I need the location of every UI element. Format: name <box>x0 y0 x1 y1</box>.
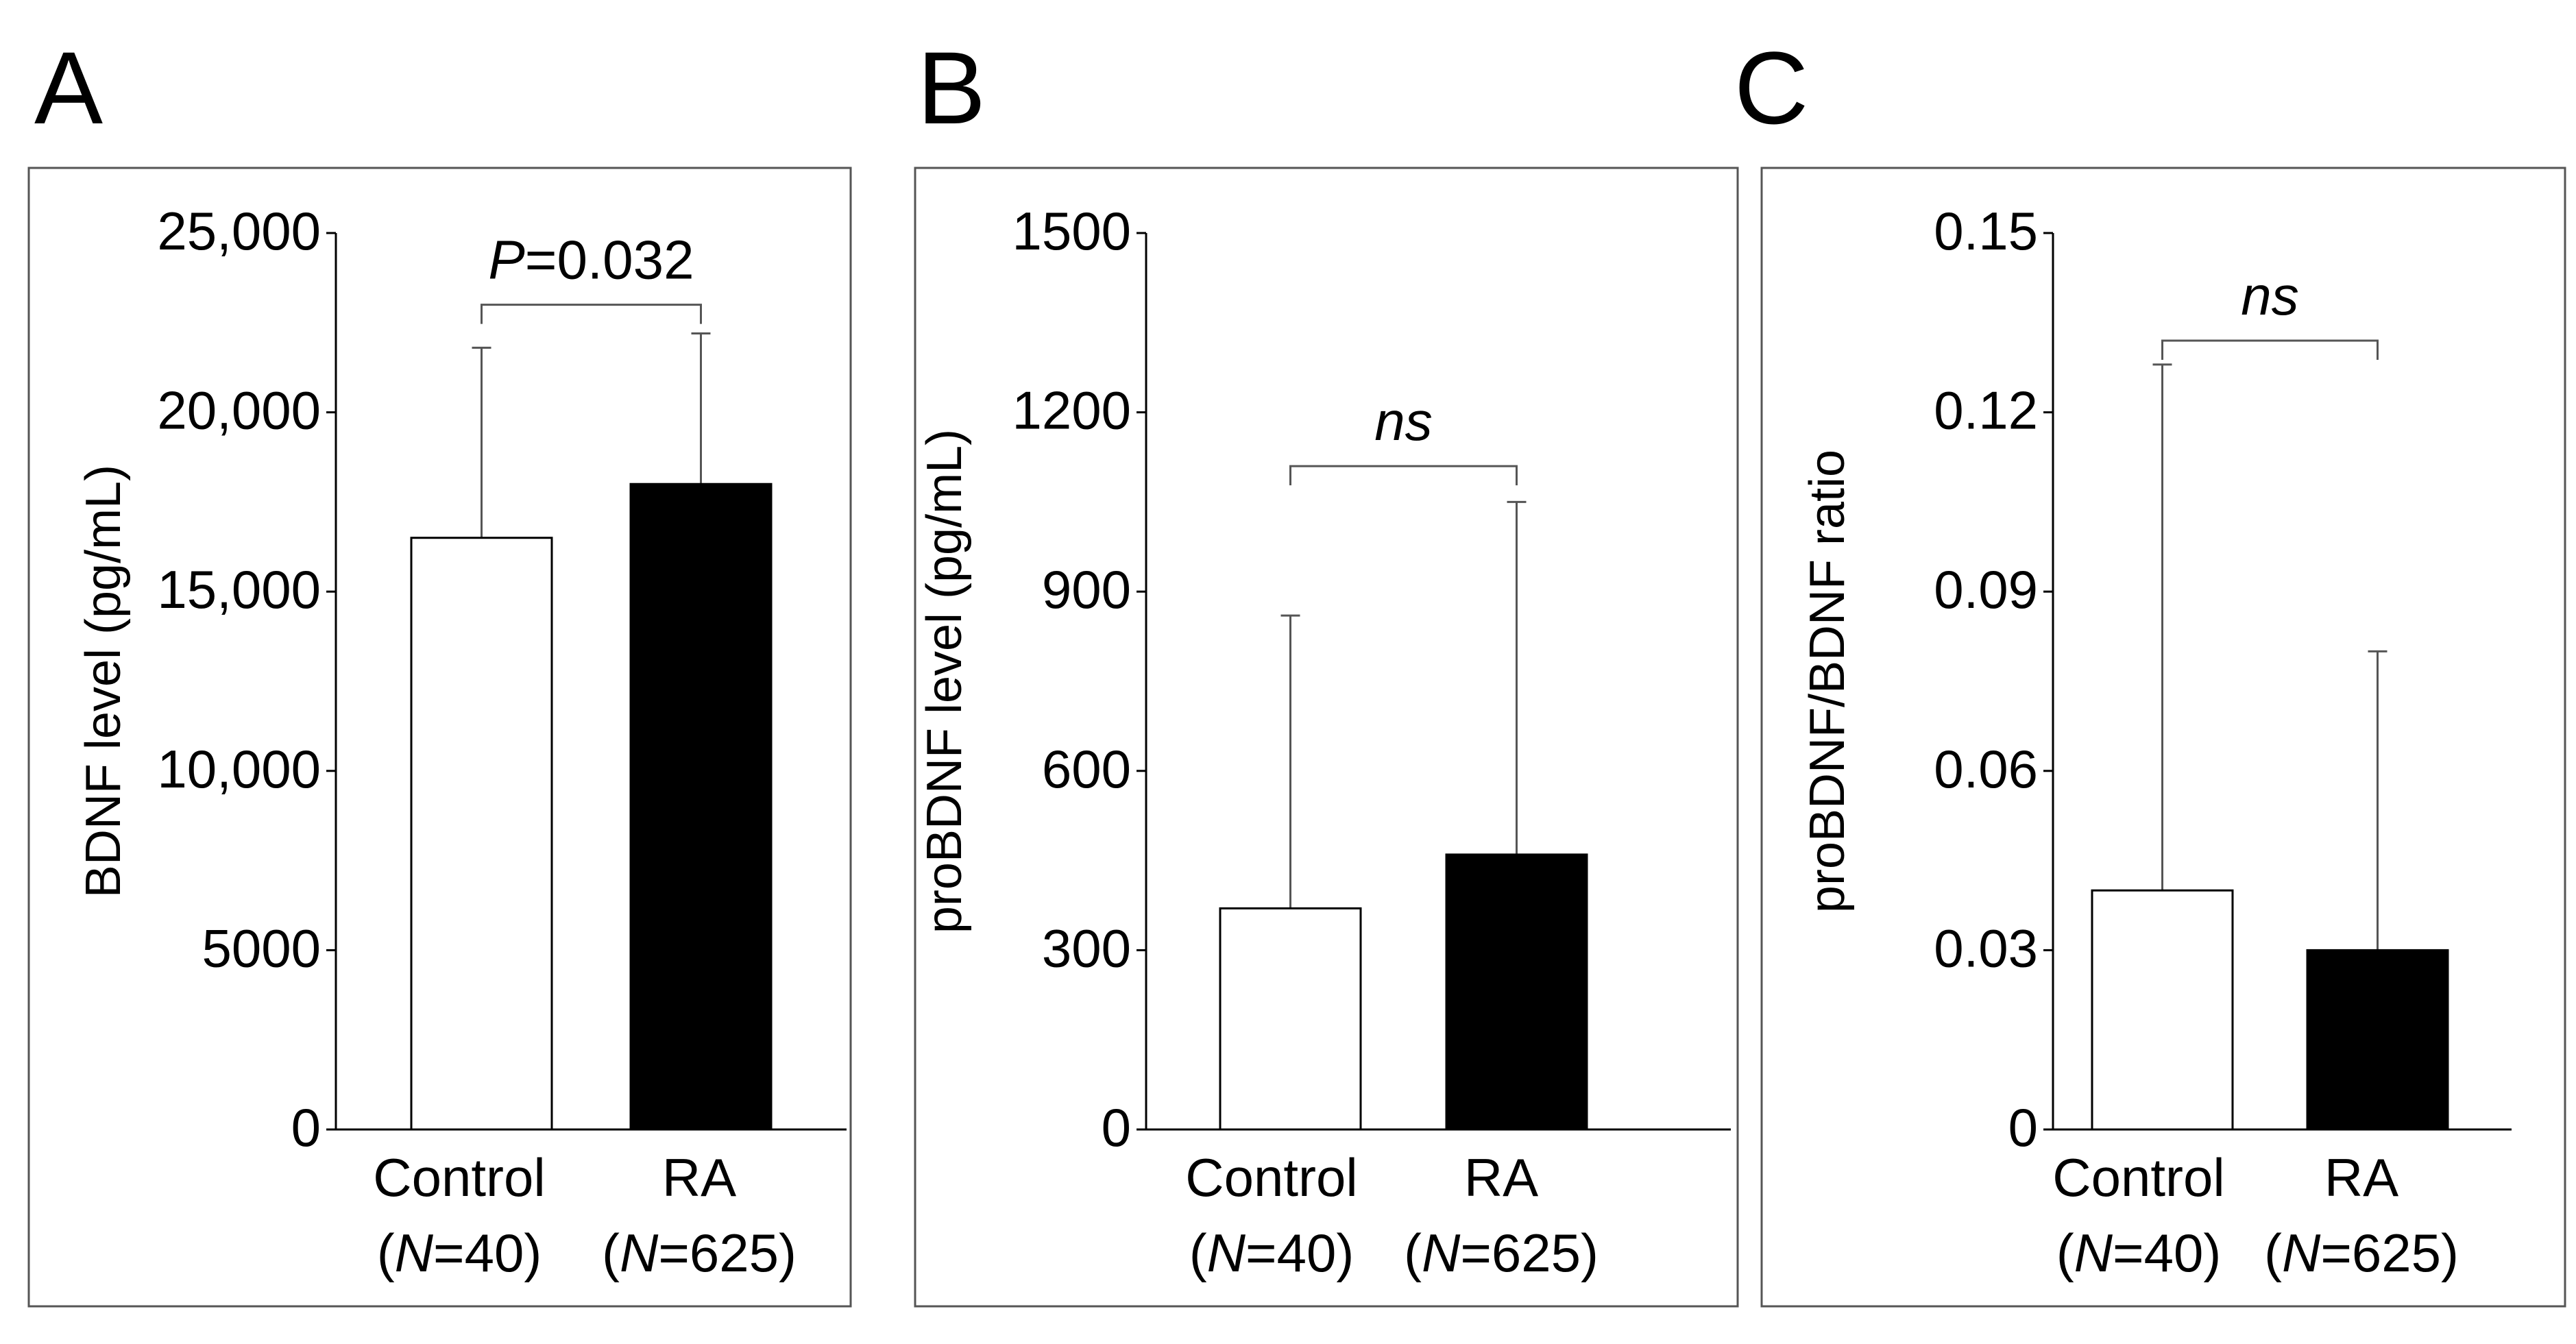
panel-frame <box>1760 167 2566 1308</box>
bar-ra <box>1445 853 1588 1131</box>
bar-ra <box>2306 949 2449 1131</box>
significance-label: ns <box>1374 391 1433 452</box>
x-n-label: (N=40) <box>377 1223 542 1283</box>
panel-b: B 0 300 600 900 1200 1500 proBDNF level (pg/mL)… <box>914 30 1739 1308</box>
panel-label: B <box>917 30 986 145</box>
y-tick-label: 10,000 <box>157 739 321 799</box>
x-category-label: RA <box>662 1147 736 1208</box>
y-tick-label: 600 <box>1042 739 1131 799</box>
y-tick-label: 15,000 <box>157 559 321 620</box>
x-n-label: (N=40) <box>2056 1223 2222 1283</box>
y-tick-label: 0 <box>1102 1097 1131 1158</box>
panel-frame <box>914 167 1739 1308</box>
significance-bracket <box>2161 339 2379 360</box>
y-axis-title: proBDNF level (pg/mL) <box>917 429 972 933</box>
panel-frame <box>27 167 852 1308</box>
y-tick-label: 25,000 <box>157 201 321 261</box>
x-n-label: (N=625) <box>602 1223 797 1283</box>
significance-bracket <box>1289 465 1518 486</box>
x-category-label: Control <box>1185 1147 1357 1208</box>
y-tick-label: 0.09 <box>1934 559 2038 620</box>
y-tick-label: 0.12 <box>1934 380 2038 441</box>
y-tick-label: 1200 <box>1012 380 1131 441</box>
y-axis-title: BDNF level (pg/mL) <box>76 465 131 898</box>
y-axis-title: proBDNF/BDNF ratio <box>1800 450 1855 913</box>
y-tick-label: 0 <box>291 1097 321 1158</box>
panel-label: C <box>1734 30 1808 145</box>
y-tick-label: 0.03 <box>1934 918 2038 978</box>
y-tick-label: 1500 <box>1012 201 1131 261</box>
y-tick-label: 900 <box>1042 559 1131 620</box>
y-tick-label: 0.06 <box>1934 739 2038 799</box>
y-tick-label: 20,000 <box>157 380 321 441</box>
bar-ra <box>629 482 773 1131</box>
panel-a: A 0 5000 10,000 15,000 20,000 25,000 BDNF level… <box>27 30 852 1308</box>
x-n-label: (N=40) <box>1189 1223 1354 1283</box>
x-category-label: Control <box>373 1147 545 1208</box>
x-n-label: (N=625) <box>1404 1223 1599 1283</box>
y-tick-label: 5000 <box>202 918 321 978</box>
panel-c: C 0 0.03 0.06 0.09 0.12 0.15 proBDNF/BDNF ratio… <box>1734 30 2566 1308</box>
y-tick-label: 0.15 <box>1934 201 2038 261</box>
y-tick-label: 0 <box>2008 1097 2038 1158</box>
y-tick-label: 300 <box>1042 918 1131 978</box>
significance-bracket <box>481 304 702 324</box>
bar-control <box>410 537 553 1131</box>
x-n-label: (N=625) <box>2264 1223 2459 1283</box>
x-category-label: RA <box>2324 1147 2398 1208</box>
x-category-label: RA <box>1464 1147 1538 1208</box>
x-category-label: Control <box>2052 1147 2224 1208</box>
bar-control <box>2091 889 2234 1131</box>
bar-control <box>1219 907 1362 1131</box>
panel-label: A <box>34 30 103 145</box>
significance-label: P=0.032 <box>488 230 694 291</box>
significance-label: ns <box>2241 265 2299 326</box>
